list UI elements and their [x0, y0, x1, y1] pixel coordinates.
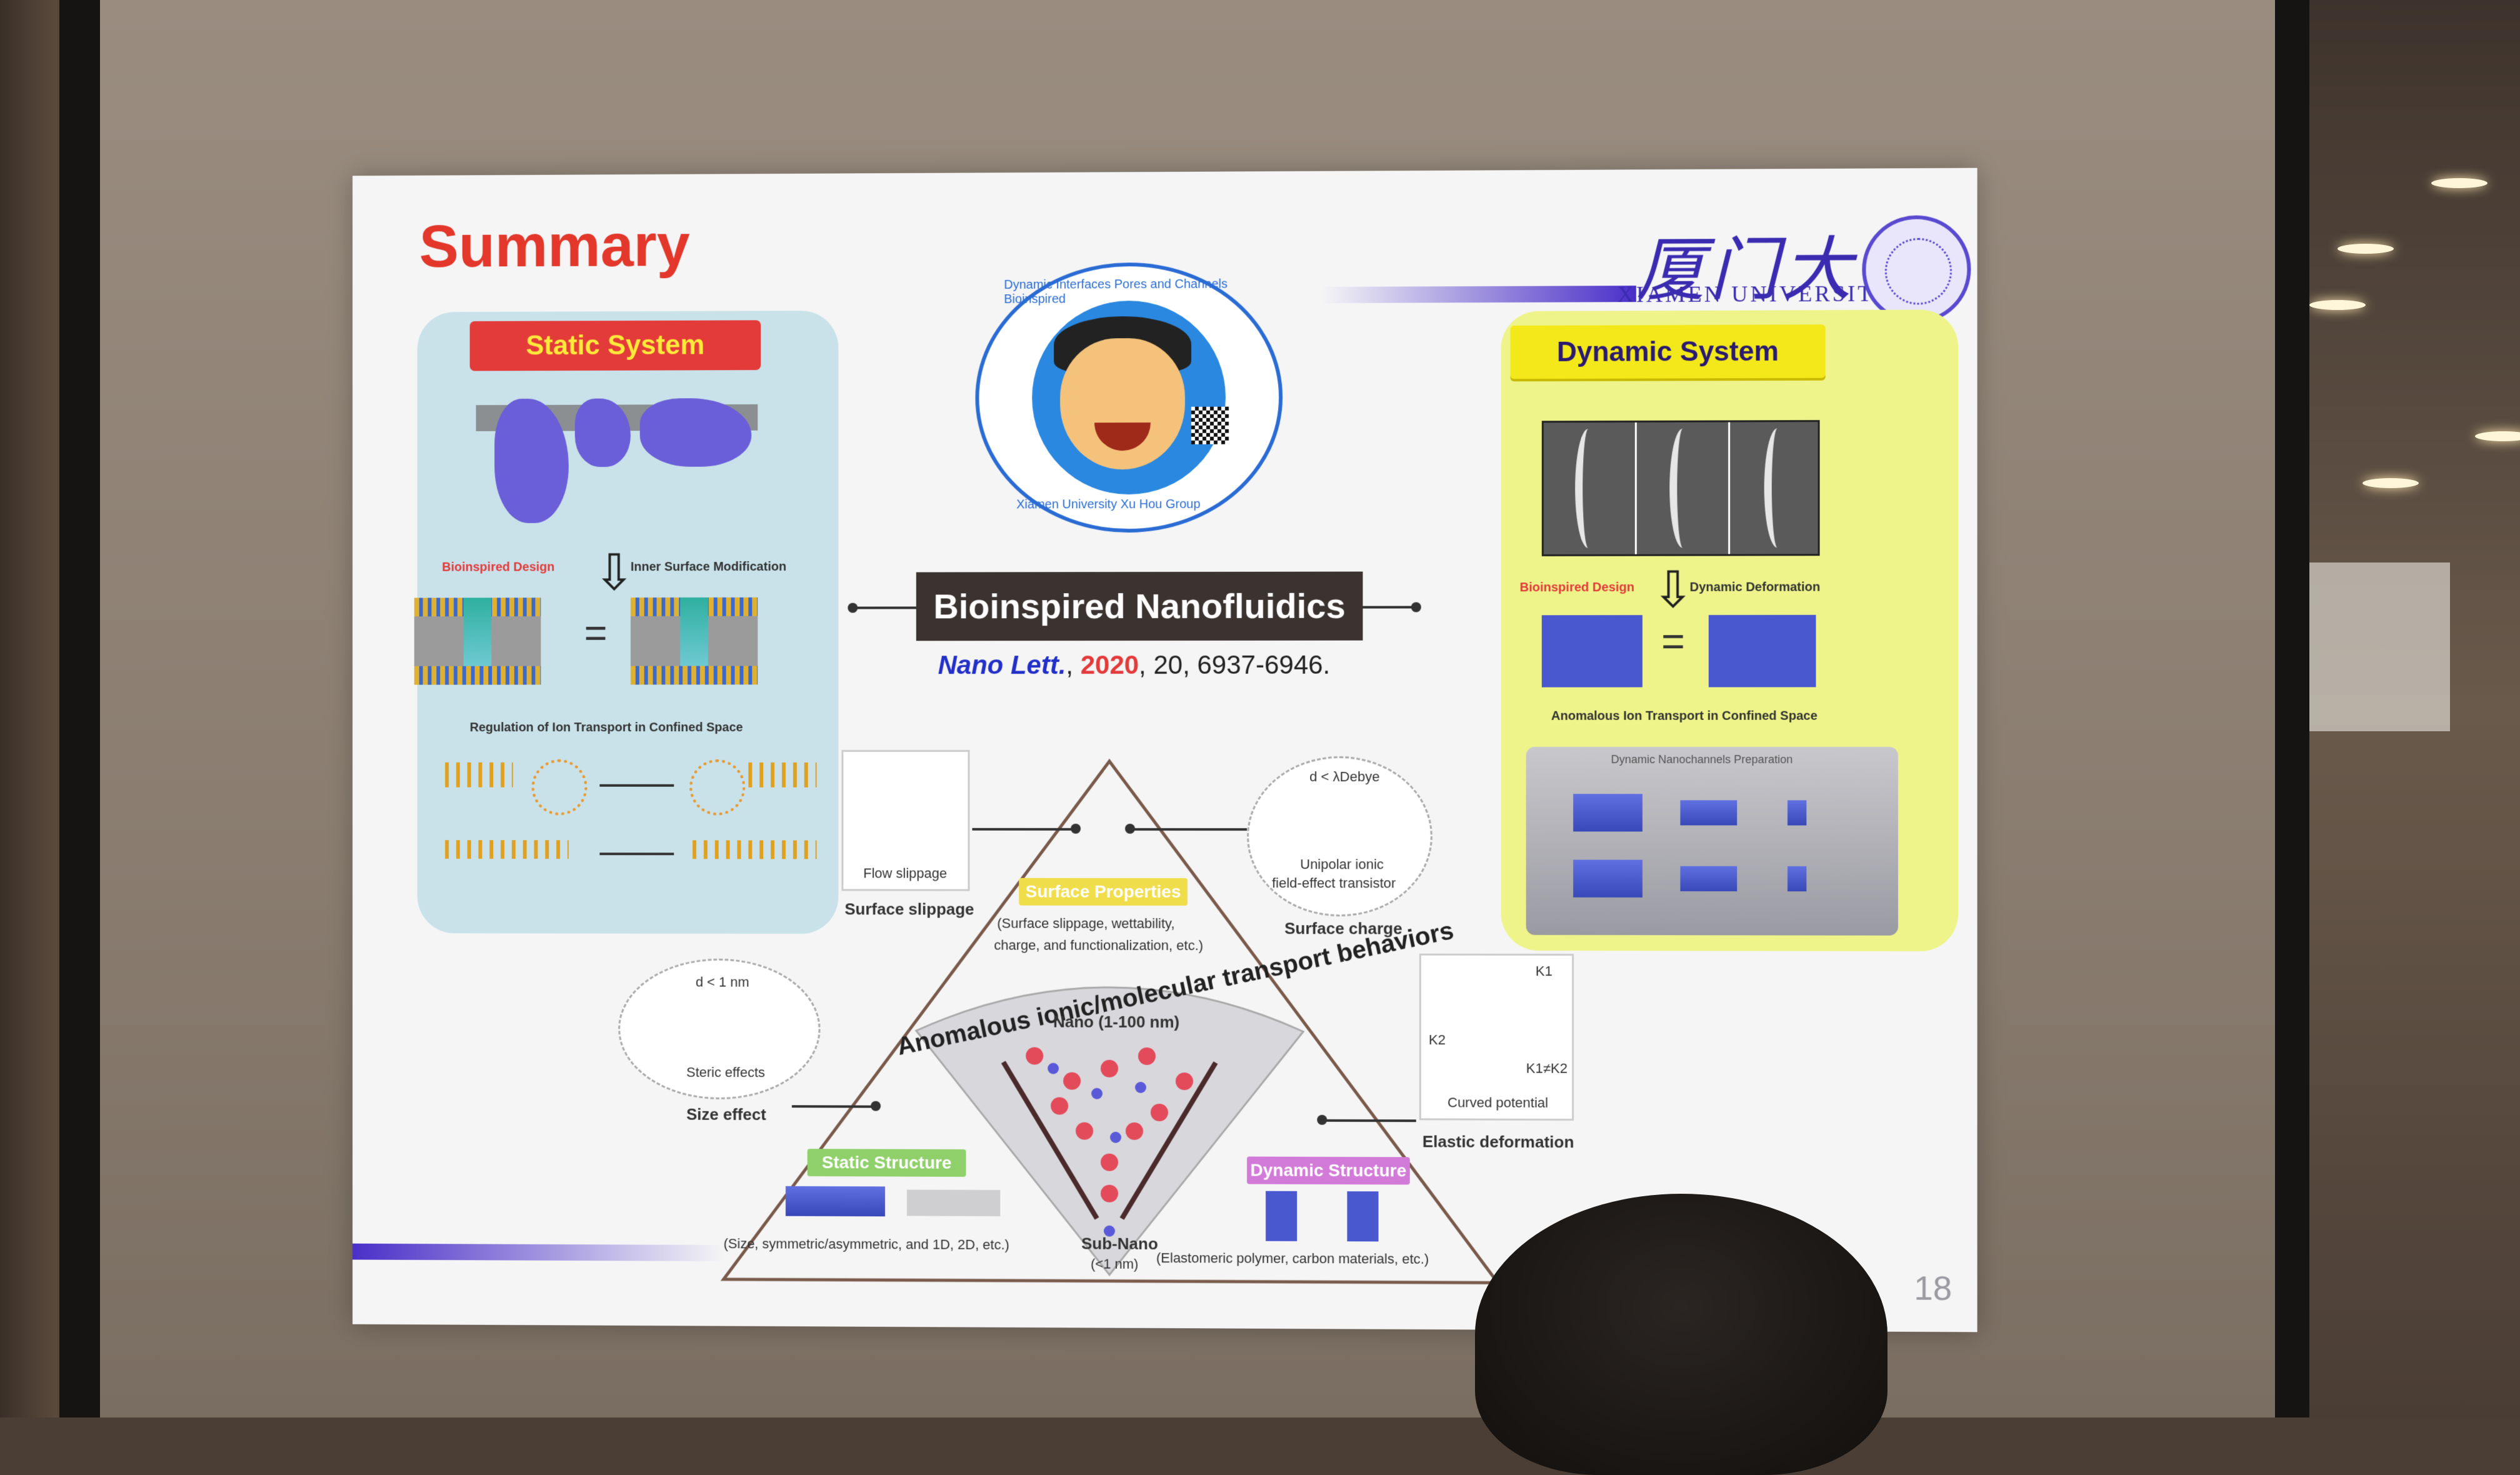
connector-dot	[1317, 1115, 1327, 1125]
connector-line	[854, 606, 916, 609]
static-structure-desc: (Size, symmetric/asymmetric, and 1D, 2D,…	[724, 1236, 1009, 1253]
micelle-icon	[532, 759, 588, 816]
ceiling-light	[2431, 178, 2488, 188]
connector-line	[972, 828, 1072, 831]
equals-sign-icon: =	[1661, 618, 1685, 664]
debye-length-label: d < λDebye	[1309, 769, 1379, 785]
k1-label: K1	[1536, 963, 1552, 979]
lipid-row-illustration	[445, 840, 569, 859]
inner-surface-modification: Inner Surface Modification	[631, 560, 786, 574]
nanochannel-preparation-image	[1526, 747, 1898, 936]
subnano-range-label: (<1 nm)	[1091, 1256, 1138, 1272]
size-effect-label: Size effect	[686, 1105, 766, 1124]
flow-slippage-caption: Flow slippage	[863, 866, 947, 882]
ion-transport-regulation: Regulation of Ion Transport in Confined …	[470, 721, 743, 735]
nanochannel-preparation-title: Dynamic Nanochannels Preparation	[1611, 753, 1793, 766]
layered-slab-icon	[1573, 794, 1642, 831]
2d-material-icon	[786, 1186, 885, 1216]
wall-poster	[2300, 562, 2450, 731]
double-arrow-icon	[599, 784, 674, 787]
connector-line	[1322, 1119, 1416, 1122]
logo-accent-bar	[1322, 286, 1636, 303]
layered-slab-icon	[1680, 866, 1737, 891]
university-seal-icon	[1862, 215, 1971, 324]
layered-slab-icon	[1788, 800, 1806, 825]
presentation-slide: Summary 厦门大学 XIAMEN UNIVERSITY Static Sy…	[352, 168, 1978, 1332]
citation: Nano Lett., 2020, 20, 6937-6946.	[938, 650, 1331, 680]
arrow-down-icon: ⇩	[594, 548, 635, 598]
tem-micrograph-image	[1542, 420, 1820, 556]
double-arrow-icon	[599, 852, 674, 855]
static-bioinspired-design: Bioinspired Design	[442, 561, 554, 575]
arrow-down-icon: ⇩	[1652, 565, 1694, 615]
dynamic-structure-tag: Dynamic Structure	[1247, 1156, 1410, 1184]
anomalous-ion-transport-label: Anomalous Ion Transport in Confined Spac…	[1551, 709, 1818, 724]
elastomer-block-icon	[1347, 1191, 1378, 1241]
dynamic-bioinspired-design: Bioinspired Design	[1520, 581, 1634, 595]
connector-line	[1131, 828, 1247, 831]
deformed-nanochannel-icon	[1709, 615, 1816, 688]
connector-line	[792, 1105, 876, 1108]
curved-potential-caption: Curved potential	[1448, 1094, 1548, 1111]
qr-code-icon	[1191, 407, 1229, 444]
connector-line	[1362, 606, 1416, 609]
surface-slippage-label: Surface slippage	[844, 899, 974, 919]
dynamic-structure-desc: (Elastomeric polymer, carbon materials, …	[1156, 1250, 1429, 1268]
equals-sign-icon: =	[584, 610, 608, 656]
citation-year: 2020	[1081, 650, 1139, 679]
dynamic-system-label: Dynamic System	[1511, 324, 1826, 379]
ceiling-light	[2362, 478, 2419, 488]
slide-title: Summary	[419, 211, 690, 281]
nanochannel-illustration	[631, 598, 758, 685]
audience-head	[1475, 1194, 1888, 1475]
static-structure-tag: Static Structure	[808, 1149, 966, 1177]
ceiling-light	[2338, 244, 2394, 254]
k2-label: K2	[1429, 1032, 1446, 1048]
citation-journal: Nano Lett.	[938, 650, 1066, 679]
research-group-logo: Dynamic Interfaces Pores and Channels Bi…	[976, 262, 1283, 532]
connector-dot	[1125, 824, 1135, 834]
subnano-scale-label: Sub-Nano	[1081, 1234, 1158, 1253]
connector-dot	[871, 1101, 881, 1111]
2d-material-icon	[907, 1190, 1000, 1216]
nanochannel-illustration	[414, 598, 541, 684]
central-title: Bioinspired Nanofluidics	[916, 572, 1363, 641]
layered-slab-icon	[1788, 866, 1806, 891]
k1-neq-k2-label: K1≠K2	[1526, 1061, 1568, 1077]
nano-scale-label: Nano (1-100 nm)	[1053, 1012, 1179, 1032]
dynamic-deformation-label: Dynamic Deformation	[1690, 581, 1821, 595]
slide-number: 18	[1914, 1269, 1952, 1308]
ceiling-light	[2309, 300, 2366, 310]
elastomer-block-icon	[1266, 1191, 1297, 1241]
fet-label: field-effect transistor	[1272, 875, 1396, 891]
connector-dot	[1071, 824, 1081, 834]
connector-dot	[848, 603, 858, 613]
connector-dot	[1411, 602, 1421, 612]
layered-slab-icon	[1680, 800, 1737, 825]
surface-charge-label: Surface charge	[1284, 919, 1402, 938]
nanochannel-block-icon	[1542, 615, 1642, 688]
bottom-accent-bar	[352, 1244, 724, 1261]
layered-slab-icon	[1573, 860, 1642, 898]
static-system-label: Static System	[470, 320, 761, 371]
lipid-row-illustration	[445, 762, 513, 788]
university-logo-en: XIAMEN UNIVERSITY	[1618, 280, 1893, 308]
logo-ring-text-bottom: Xiamen University Xu Hou Group	[1016, 498, 1200, 512]
citation-details: , 20, 6937-6946.	[1139, 650, 1330, 679]
surface-properties-desc-2: charge, and functionalization, etc.)	[994, 938, 1203, 954]
elastic-deformation-label: Elastic deformation	[1422, 1132, 1574, 1152]
d-1nm-label: d < 1 nm	[696, 974, 749, 991]
steric-effects-label: Steric effects	[686, 1064, 765, 1081]
surface-properties-tag: Surface Properties	[1019, 878, 1188, 906]
unipolar-label: Unipolar ionic	[1300, 856, 1384, 872]
surface-properties-desc-1: (Surface slippage, wettability,	[997, 916, 1174, 932]
